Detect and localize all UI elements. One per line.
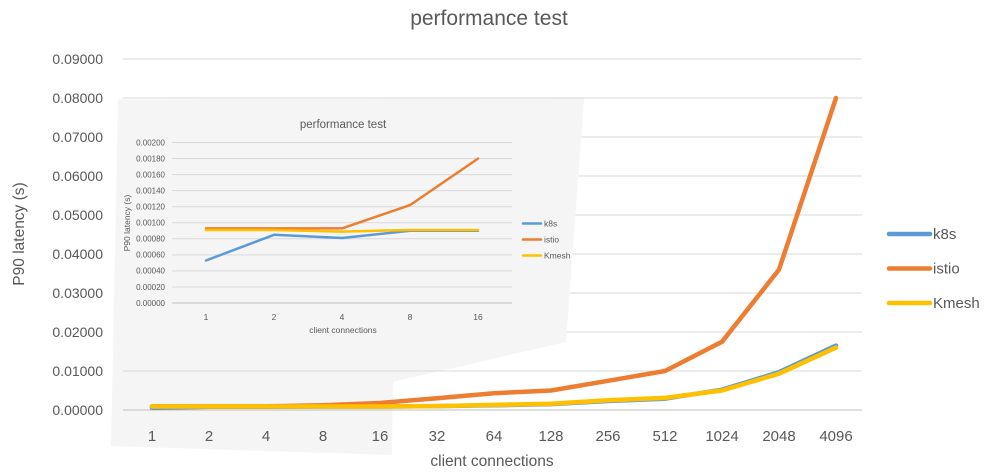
y-tick-label: 0.00040 — [136, 267, 165, 276]
inset-overlay-background — [111, 98, 584, 455]
series-line-Kmesh — [149, 345, 839, 409]
x-tick-label: 32 — [429, 428, 446, 445]
x-tick-label: 8 — [408, 312, 413, 322]
x-tick-label: 4096 — [819, 428, 852, 445]
y-tick-label: 0.00020 — [136, 283, 165, 292]
x-tick-label: 256 — [595, 428, 620, 445]
x-tick-label: 512 — [652, 428, 677, 445]
x-tick-label: 64 — [486, 428, 503, 445]
y-tick-label: 0.09000 — [52, 51, 103, 67]
legend-label-istio: istio — [544, 235, 559, 245]
inset-overlay: 0.00000 0.00020 0.00040 0.00060 0.00080 0.001… — [111, 98, 584, 455]
chart-title: performance test — [300, 119, 387, 131]
y-tick-label: 0.00160 — [136, 170, 165, 179]
x-tick-label: 16 — [473, 312, 483, 322]
legend-label-istio: istio — [933, 261, 960, 278]
y-tick-label: 0.00200 — [136, 138, 165, 147]
legend-label-k8s: k8s — [933, 226, 956, 243]
series-line-Kmesh — [204, 228, 480, 233]
legend-label-Kmesh: Kmesh — [544, 251, 571, 261]
y-tick-label: 0.00120 — [136, 203, 165, 212]
y-axis-title: P90 latency (s) — [11, 182, 28, 285]
y-axis-title: P90 latency (s) — [122, 194, 132, 251]
x-tick-label: 1 — [204, 312, 209, 322]
series-line-istio — [204, 157, 480, 230]
y-tick-label: 0.03000 — [52, 285, 103, 301]
x-tick-label: 2 — [205, 428, 213, 445]
x-tick-label: 4 — [262, 428, 270, 445]
x-tick-label: 2048 — [762, 428, 795, 445]
x-axis-title: client connections — [430, 453, 553, 470]
y-tick-label: 0.00000 — [136, 299, 165, 308]
chart-title: performance test — [410, 7, 568, 30]
x-tick-label: 8 — [319, 428, 327, 445]
y-tick-label: 0.00140 — [136, 186, 165, 195]
y-tick-label: 0.07000 — [52, 129, 103, 145]
y-tick-label: 0.00100 — [136, 219, 165, 228]
x-tick-label: 1 — [148, 428, 156, 445]
x-tick-label: 1024 — [705, 428, 738, 445]
x-tick-label: 2 — [272, 312, 277, 322]
y-tick-label: 0.06000 — [52, 168, 103, 184]
main-chart-base-layer: 0.00000 0.01000 0.02000 0.03000 0.04000 0.050… — [11, 7, 980, 418]
x-tick-label: 4 — [340, 312, 345, 322]
y-tick-label: 0.04000 — [52, 246, 103, 262]
y-tick-label: 0.00060 — [136, 251, 165, 260]
y-tick-label: 0.00180 — [136, 154, 165, 163]
y-tick-label: 0.00000 — [52, 402, 103, 418]
x-axis-title: client connections — [309, 325, 377, 335]
y-tick-label: 0.00080 — [136, 235, 165, 244]
x-tick-label: 16 — [372, 428, 389, 445]
y-tick-label: 0.02000 — [52, 324, 103, 340]
legend-label-k8s: k8s — [544, 219, 557, 229]
legend-label-Kmesh: Kmesh — [933, 295, 980, 312]
y-tick-label: 0.01000 — [52, 363, 103, 379]
x-tick-label: 128 — [538, 428, 563, 445]
y-tick-label: 0.05000 — [52, 207, 103, 223]
y-tick-label: 0.08000 — [52, 90, 103, 106]
